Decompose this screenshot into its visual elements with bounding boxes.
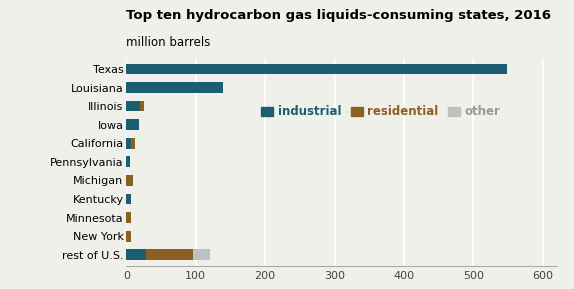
Bar	[126, 156, 130, 167]
Text: Top ten hydrocarbon gas liquids-consuming states, 2016: Top ten hydrocarbon gas liquids-consumin…	[126, 9, 551, 22]
Text: million barrels: million barrels	[126, 36, 211, 49]
Bar	[126, 175, 133, 186]
Bar	[126, 231, 131, 242]
Legend: industrial, residential, other: industrial, residential, other	[261, 105, 501, 118]
Bar	[126, 194, 131, 204]
Bar	[131, 138, 135, 149]
Bar	[193, 249, 210, 260]
Bar	[126, 119, 139, 130]
Bar	[126, 82, 223, 93]
Bar	[140, 101, 144, 112]
Bar	[126, 138, 131, 149]
Bar	[126, 101, 140, 112]
Bar	[126, 64, 507, 74]
Bar	[126, 212, 131, 223]
Bar	[126, 249, 146, 260]
Bar	[146, 249, 193, 260]
